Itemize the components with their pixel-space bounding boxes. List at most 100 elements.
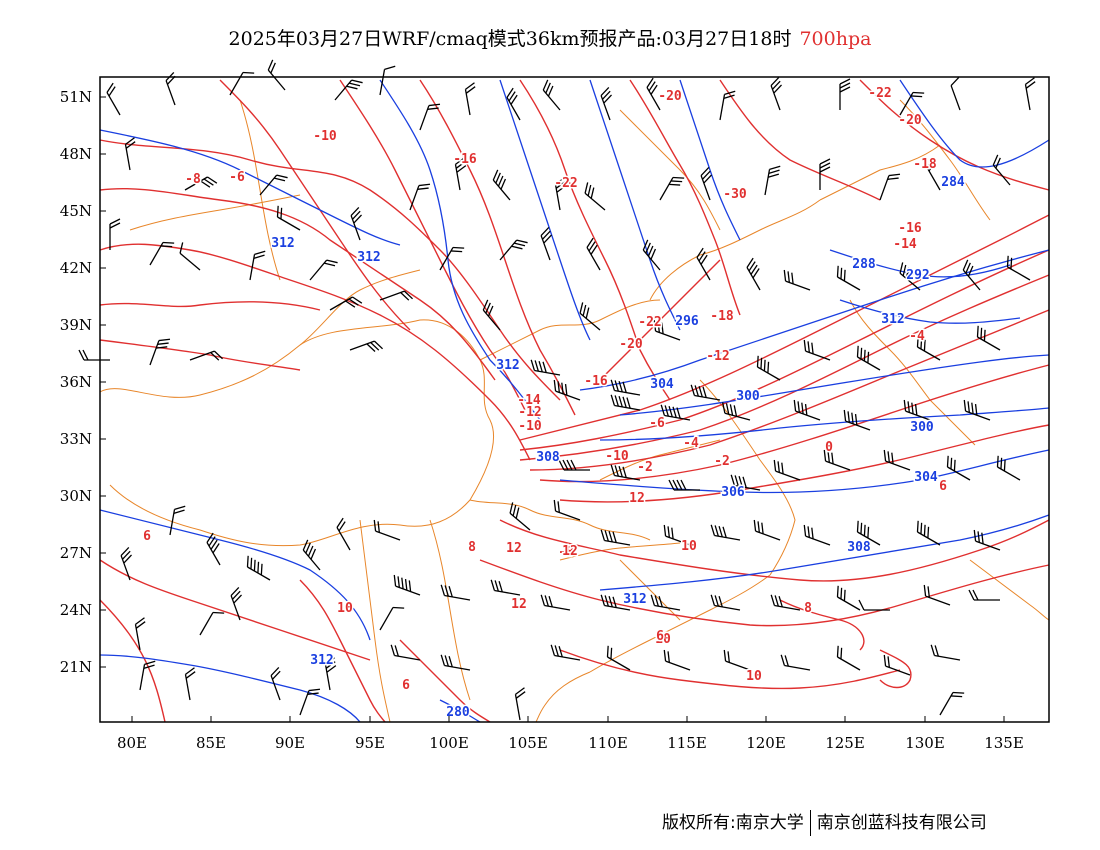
height-contour bbox=[99, 654, 361, 723]
wind-barb bbox=[246, 555, 271, 581]
boundary-line bbox=[619, 109, 721, 231]
temperature-label: -14 bbox=[517, 393, 541, 408]
temperature-label: -4 bbox=[683, 436, 699, 451]
wind-barb bbox=[124, 137, 136, 171]
height-contour bbox=[559, 449, 1050, 494]
temperature-label: 10 bbox=[681, 539, 697, 554]
wind-barb bbox=[530, 359, 561, 376]
wind-barb bbox=[963, 399, 991, 421]
temperature-label: -18 bbox=[913, 157, 937, 172]
wind-barb bbox=[883, 449, 911, 471]
lon-label: 105E bbox=[508, 734, 548, 752]
wind-barb bbox=[199, 611, 225, 636]
footer-company: 南京创蓝科技有限公司 bbox=[816, 813, 987, 833]
wind-barb bbox=[579, 302, 601, 331]
wind-barb bbox=[267, 59, 286, 91]
wind-barb bbox=[690, 384, 721, 401]
wind-barb bbox=[968, 589, 1000, 601]
wind-barb bbox=[409, 183, 431, 211]
wind-barb bbox=[134, 617, 146, 651]
temperature-label: -2 bbox=[714, 454, 730, 469]
height-contour bbox=[99, 509, 371, 641]
wind-barb bbox=[229, 71, 255, 96]
wind-barb bbox=[610, 394, 641, 411]
temperature-contour bbox=[519, 274, 1050, 461]
wind-barb bbox=[184, 667, 196, 701]
wind-barb bbox=[650, 594, 681, 611]
temperature-contour bbox=[99, 243, 531, 461]
lat-label: 24N bbox=[60, 601, 92, 619]
wind-barb bbox=[542, 79, 561, 111]
boundary-line bbox=[899, 99, 991, 221]
temperature-label: -20 bbox=[619, 337, 643, 352]
wind-barb bbox=[653, 319, 681, 341]
boundary-line bbox=[969, 559, 1050, 621]
boundary-line bbox=[849, 299, 976, 446]
temperature-label: -8 bbox=[185, 172, 201, 187]
height-label: 296 bbox=[675, 314, 699, 329]
height-label: 300 bbox=[910, 420, 934, 435]
temperature-label: -8 bbox=[558, 545, 574, 560]
height-label: 312 bbox=[357, 250, 380, 265]
height-label: 304 bbox=[914, 470, 938, 485]
wind-barb bbox=[946, 455, 971, 481]
contour-labels: -10-16-8 -6-8 -22-20-30-22-20-18-16-14-22-… bbox=[142, 85, 967, 722]
wind-barb bbox=[464, 82, 476, 116]
temperature-label: 10 bbox=[655, 632, 671, 647]
temperature-label: 10 bbox=[337, 601, 353, 616]
wind-barb bbox=[106, 82, 121, 116]
boundary-line bbox=[699, 379, 796, 576]
height-label: 280 bbox=[446, 705, 470, 720]
lat-label: 27N bbox=[60, 544, 92, 562]
wind-barb bbox=[120, 547, 133, 581]
wind-barb bbox=[259, 174, 288, 196]
wind-barb bbox=[843, 409, 871, 431]
temperature-label: -18 bbox=[710, 309, 734, 324]
wind-barb bbox=[149, 241, 175, 266]
temperature-label: 10 bbox=[746, 669, 762, 684]
wind-barb bbox=[722, 402, 751, 421]
wind-barb bbox=[646, 77, 661, 111]
wind-barb bbox=[660, 404, 691, 421]
wind-barb bbox=[379, 290, 413, 301]
wind-barb bbox=[509, 502, 531, 531]
wind-barb bbox=[719, 90, 736, 121]
wind-barb bbox=[550, 644, 581, 661]
lon-label: 120E bbox=[746, 734, 786, 752]
temperature-label: -4 bbox=[909, 329, 925, 344]
wind-barb bbox=[440, 584, 471, 601]
temperature-contour bbox=[529, 309, 1050, 471]
lon-label: 95E bbox=[355, 734, 385, 752]
wind-barb bbox=[770, 77, 783, 111]
wind-barb bbox=[916, 335, 941, 361]
height-label: 312 bbox=[271, 236, 294, 251]
wind-barb bbox=[584, 182, 606, 211]
temperature-contour bbox=[419, 79, 576, 416]
wind-barb bbox=[349, 340, 383, 353]
temperature-label: -20 bbox=[898, 113, 922, 128]
wind-barb bbox=[299, 688, 321, 716]
boundary-line bbox=[589, 574, 771, 673]
wind-barb bbox=[334, 79, 363, 101]
wind-barb bbox=[109, 218, 121, 250]
wind-barb bbox=[803, 524, 831, 546]
temperature-contour bbox=[519, 79, 671, 401]
height-contour bbox=[99, 129, 401, 246]
temperature-label: 6 bbox=[402, 678, 410, 693]
wind-barb bbox=[696, 247, 711, 281]
wind-barb bbox=[600, 529, 631, 546]
boundary-line bbox=[359, 519, 391, 723]
wind-barb bbox=[276, 205, 301, 231]
wind-barb bbox=[540, 594, 571, 611]
wind-barb bbox=[879, 173, 901, 201]
wind-barb bbox=[329, 296, 363, 311]
wind-barb bbox=[962, 259, 981, 291]
temperature-label: 6 bbox=[143, 529, 151, 544]
wind-barb bbox=[700, 167, 713, 201]
wind-barb bbox=[379, 606, 405, 631]
wind-barb bbox=[440, 654, 471, 671]
temperature-label: -22 bbox=[868, 86, 891, 101]
height-label: 312 bbox=[310, 653, 333, 668]
height-contour bbox=[839, 299, 1021, 324]
wind-barb bbox=[839, 78, 851, 110]
